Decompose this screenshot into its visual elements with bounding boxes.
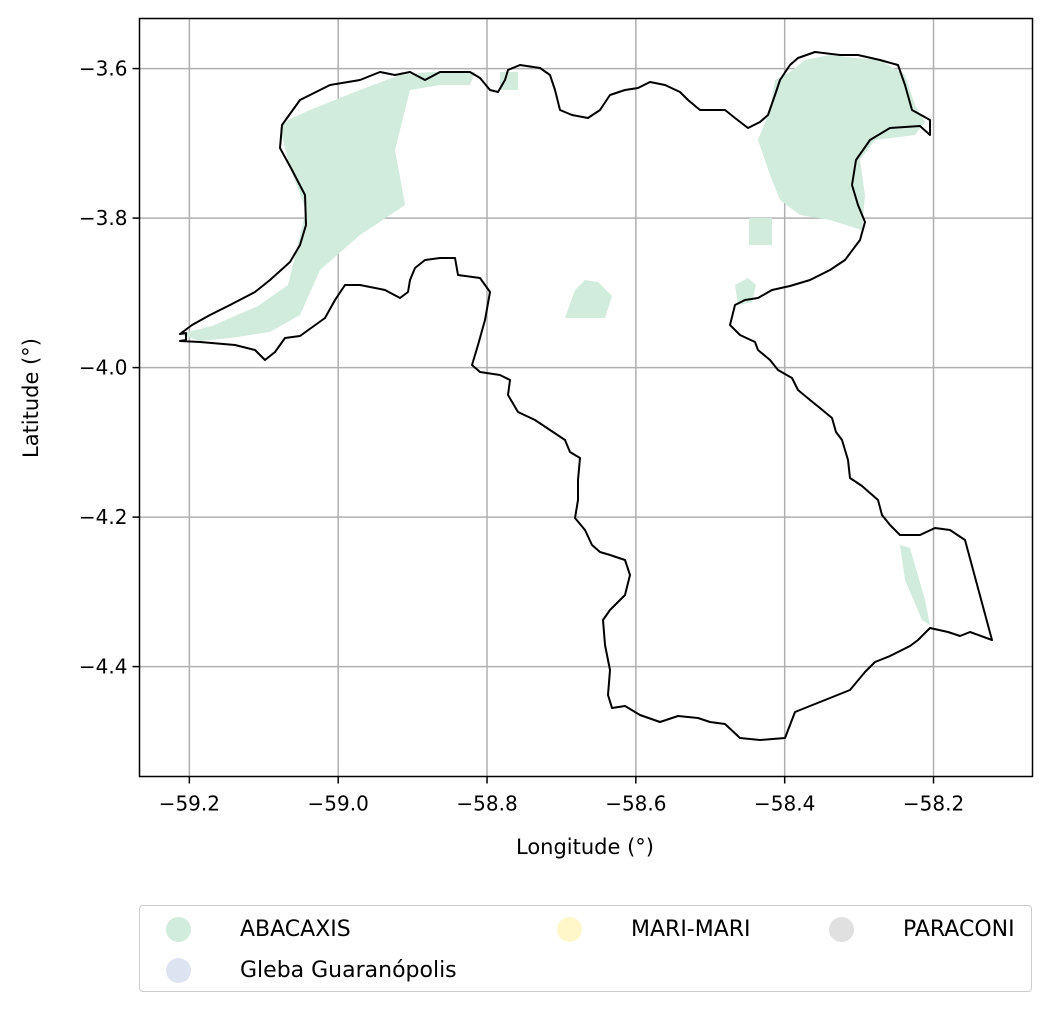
municipality-boundary xyxy=(179,51,993,741)
abacaxis-region-northeast xyxy=(758,55,925,230)
y-tick-label: −4.4 xyxy=(79,655,128,679)
legend-item-abacaxis: ABACAXIS xyxy=(166,914,351,944)
abacaxis-region-southeast-sliver xyxy=(900,545,930,625)
legend-item-paraconi: PARACONI xyxy=(829,914,1015,944)
abacaxis-region-east-block xyxy=(749,218,772,245)
plot-frame xyxy=(138,17,1034,778)
abacaxis-regions xyxy=(180,55,930,625)
x-tick-label: −58.4 xyxy=(754,792,815,816)
y-tick-label: −3.6 xyxy=(79,57,128,81)
legend-label-gleba-guaranopolis: Gleba Guaranópolis xyxy=(240,957,457,983)
x-tick-label: −58.8 xyxy=(456,792,517,816)
abacaxis-region-east-small xyxy=(735,278,756,305)
y-tick-label: −3.8 xyxy=(79,206,128,230)
abacaxis-region-north-block xyxy=(500,72,518,90)
x-tick-label: −58.2 xyxy=(903,792,964,816)
y-axis-label: Latitude (°) xyxy=(19,338,43,458)
legend: ABACAXIS Gleba Guaranópolis MARI-MARI PA… xyxy=(139,905,1032,992)
y-tick-label: −4.2 xyxy=(79,505,128,529)
boundary-outline xyxy=(179,51,993,741)
abacaxis-region-west xyxy=(180,72,475,341)
axis-ticks: −59.2 −59.0 −58.8 −58.6 −58.4 −58.2 −3.6 −3.8 −4… xyxy=(79,57,964,816)
x-tick-label: −58.6 xyxy=(605,792,666,816)
x-tick-label: −59.2 xyxy=(159,792,220,816)
y-tick-label: −4.0 xyxy=(79,356,128,380)
x-axis-label: Longitude (°) xyxy=(516,835,654,859)
legend-item-gleba-guaranopolis: Gleba Guaranópolis xyxy=(166,955,457,985)
legend-marker-paraconi xyxy=(829,916,854,942)
legend-marker-mari-mari xyxy=(557,916,582,942)
legend-label-mari-mari: MARI-MARI xyxy=(631,916,751,942)
legend-label-abacaxis: ABACAXIS xyxy=(240,916,351,942)
legend-marker-abacaxis xyxy=(166,916,191,942)
legend-marker-gleba-guaranopolis xyxy=(166,957,191,983)
abacaxis-region-center xyxy=(565,280,612,318)
x-tick-label: −59.0 xyxy=(308,792,369,816)
legend-item-mari-mari: MARI-MARI xyxy=(557,914,751,944)
legend-label-paraconi: PARACONI xyxy=(903,916,1015,942)
